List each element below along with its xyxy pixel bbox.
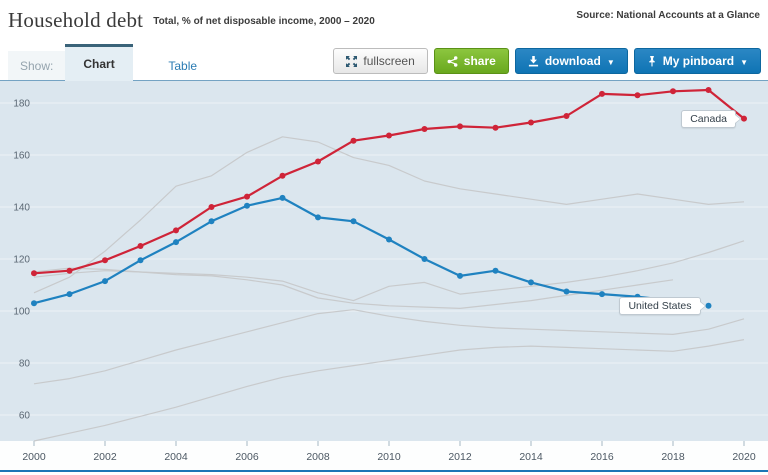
united-states-point (102, 278, 108, 285)
series-label-canada: Canada (681, 109, 741, 128)
canada-point (244, 193, 250, 200)
canada-point (386, 132, 392, 139)
x-tick-label: 2012 (448, 451, 472, 463)
united-states-point (350, 218, 357, 225)
fullscreen-button[interactable]: fullscreen (333, 48, 428, 74)
canada-point (102, 257, 108, 264)
x-tick-label: 2006 (235, 451, 259, 463)
background-series-line (33, 339, 745, 442)
y-tick-label: 80 (19, 359, 31, 370)
canada-point (137, 243, 144, 249)
x-axis-strip (0, 441, 768, 470)
source-text: Source: National Accounts at a Glance (576, 10, 760, 21)
canada-point (173, 227, 179, 234)
fullscreen-icon (346, 55, 358, 67)
tab-table[interactable]: Table (132, 51, 233, 81)
header: Household debt Total, % of net disposable… (0, 0, 768, 42)
x-tick-label: 2000 (22, 451, 46, 463)
page-subtitle: Total, % of net disposable income, 2000 … (153, 16, 375, 27)
y-tick-label: 100 (13, 307, 30, 318)
y-tick-label: 60 (19, 411, 31, 422)
canada-point (492, 124, 499, 131)
background-series-line (33, 309, 745, 385)
pinboard-caret-icon: ▼ (740, 57, 748, 67)
united-states-point (457, 272, 463, 279)
x-tick-label: 2016 (590, 451, 614, 463)
united-states-point (386, 236, 392, 243)
united-states-point (137, 257, 144, 264)
canada-point (705, 87, 712, 93)
united-states-point (563, 288, 570, 295)
united-states-point (599, 291, 605, 298)
united-states-point (279, 194, 286, 201)
download-label: download (544, 54, 601, 68)
canada-point (315, 158, 321, 165)
fullscreen-label: fullscreen (363, 54, 415, 68)
canada-point (208, 204, 215, 210)
canada-point (279, 172, 286, 179)
x-tick-label: 2020 (732, 451, 756, 463)
united-states-point (492, 267, 499, 274)
share-icon (447, 55, 458, 67)
canada-point (528, 119, 534, 126)
toolbar-buttons: fullscreen share download ▼ My pinboard (333, 48, 761, 74)
chart-container: 60 80 100 120 140 160 180 2000 2002 2004 2006 2008 2… (0, 81, 768, 472)
y-tick-label: 180 (13, 99, 30, 110)
pinboard-label: My pinboard (662, 54, 735, 68)
canada-point (670, 88, 676, 95)
x-tick-label: 2010 (377, 451, 401, 463)
page-title: Household debt (8, 8, 144, 32)
x-tick-label: 2008 (306, 451, 330, 463)
series-label-united-states: United States (619, 296, 706, 315)
canada-point (741, 115, 747, 122)
share-label: share (463, 54, 496, 68)
background-series-line (33, 136, 745, 294)
canada-point (563, 113, 570, 119)
share-button[interactable]: share (433, 48, 509, 74)
canada-point (457, 123, 463, 130)
plot-area (0, 81, 768, 441)
united-states-point (173, 239, 179, 246)
y-tick-label: 140 (13, 203, 30, 214)
canada-point (31, 270, 37, 277)
united-states-point (208, 218, 215, 225)
x-tick-label: 2014 (519, 451, 543, 463)
tab-strip: Show: Chart Table (8, 44, 233, 81)
united-states-point (66, 291, 73, 298)
canada-point (634, 92, 641, 99)
background-series-line (33, 240, 745, 302)
pin-icon (647, 55, 657, 67)
download-icon (528, 55, 539, 67)
tab-chart[interactable]: Chart (65, 44, 133, 81)
chart-svg: 60 80 100 120 140 160 180 2000 2002 2004 2006 2008 2… (0, 81, 768, 470)
canada-point (66, 267, 73, 274)
canada-point (421, 126, 428, 132)
show-label: Show: (8, 51, 66, 81)
united-states-point (421, 256, 428, 262)
united-states-point (705, 302, 712, 309)
pinboard-button[interactable]: My pinboard ▼ (633, 48, 761, 74)
download-button[interactable]: download ▼ (514, 48, 628, 74)
y-tick-label: 120 (13, 255, 30, 266)
x-tick-label: 2004 (164, 451, 188, 463)
x-tick-label: 2002 (93, 451, 117, 463)
x-tick-label: 2018 (661, 451, 685, 463)
toolbar: Show: Chart Table fullscreen share (0, 42, 768, 81)
download-caret-icon: ▼ (606, 57, 615, 67)
united-states-point (528, 279, 534, 286)
canada-point (599, 90, 605, 97)
canada-point (350, 137, 357, 144)
united-states-point (244, 202, 250, 209)
united-states-point (31, 300, 37, 307)
y-tick-label: 160 (13, 151, 30, 162)
united-states-point (315, 214, 321, 221)
